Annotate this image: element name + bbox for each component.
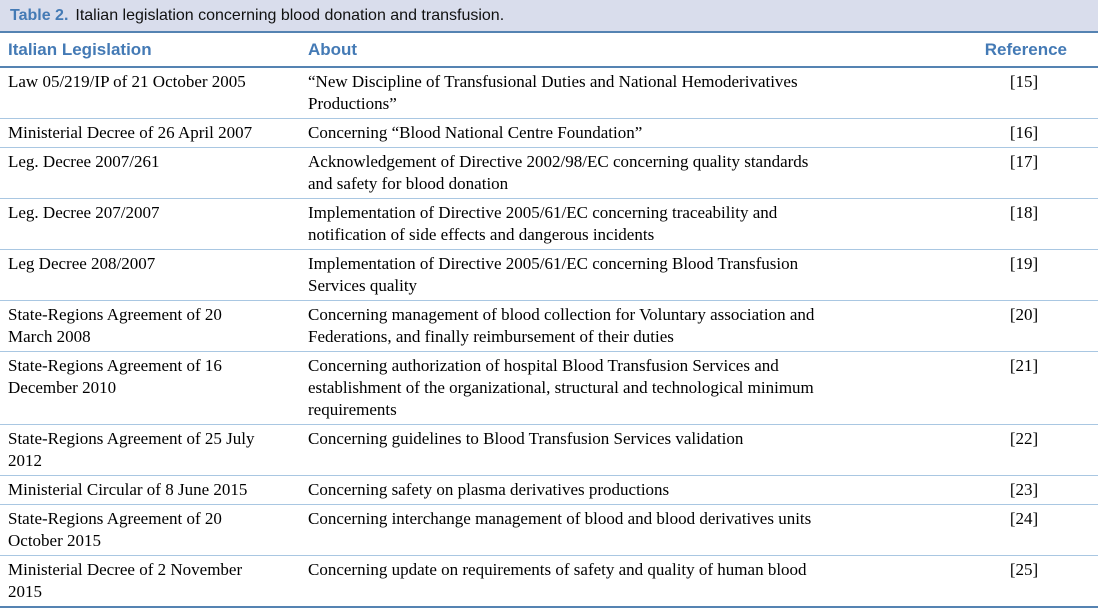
legislation-cell: Leg. Decree 207/2007	[0, 198, 308, 250]
table-caption-text: Italian legislation concerning blood don…	[75, 6, 505, 24]
legislation-cell: State-Regions Agreement of 20 March 2008	[0, 300, 308, 352]
table-number-label: Table 2.	[10, 6, 69, 24]
column-header-legislation: Italian Legislation	[0, 33, 308, 68]
reference-cell: [16]	[950, 118, 1098, 148]
table-row: Law 05/219/IP of 21 October 2005 “New Dis…	[0, 67, 1098, 119]
table-caption-bar: Table 2. Italian legislation concerning …	[0, 0, 1098, 33]
reference-cell: [23]	[950, 475, 1098, 505]
table-row: State-Regions Agreement of 16 December 2…	[0, 351, 1098, 425]
about-cell: Concerning safety on plasma derivatives …	[308, 475, 950, 505]
table-row: Ministerial Decree of 26 April 2007 Conce…	[0, 118, 1098, 148]
table-body: Law 05/219/IP of 21 October 2005 “New Dis…	[0, 67, 1098, 606]
reference-cell: [20]	[950, 300, 1098, 352]
reference-cell: [24]	[950, 504, 1098, 556]
table-row: State-Regions Agreement of 20 October 20…	[0, 504, 1098, 556]
table-row: Leg Decree 208/2007 Implementation of Dir…	[0, 249, 1098, 301]
legislation-cell: Law 05/219/IP of 21 October 2005	[8, 72, 246, 91]
about-cell: Concerning update on requirements of saf…	[308, 555, 950, 606]
about-cell: Concerning “Blood National Centre Founda…	[308, 118, 950, 148]
reference-cell: [25]	[950, 555, 1098, 606]
table-row: State-Regions Agreement of 25 July 2012 C…	[0, 424, 1098, 476]
table-row: Leg. Decree 207/2007 Implementation of Di…	[0, 198, 1098, 250]
table-header-row: Italian Legislation About Reference	[0, 33, 1098, 68]
reference-cell: [18]	[950, 198, 1098, 250]
about-cell: Implementation of Directive 2005/61/EC c…	[308, 249, 950, 301]
table-row: State-Regions Agreement of 20 March 2008…	[0, 300, 1098, 352]
reference-cell: [17]	[950, 147, 1098, 199]
reference-cell: [15]	[1009, 72, 1039, 91]
table-row: Ministerial Circular of 8 June 2015 Conce…	[0, 475, 1098, 505]
table-row: Ministerial Decree of 2 November 2015 Con…	[0, 555, 1098, 606]
reference-cell: [22]	[950, 424, 1098, 476]
legislation-cell: State-Regions Agreement of 25 July 2012	[0, 424, 308, 476]
column-header-reference: Reference	[950, 33, 1098, 68]
legislation-cell: Ministerial Decree of 2 November 2015	[0, 555, 308, 606]
legislation-table: Italian Legislation About Reference Law …	[0, 33, 1098, 606]
reference-cell: [19]	[950, 249, 1098, 301]
legislation-cell: Ministerial Circular of 8 June 2015	[0, 475, 308, 505]
legislation-cell: State-Regions Agreement of 20 October 20…	[0, 504, 308, 556]
table-row: Leg. Decree 2007/261 Acknowledgement of D…	[0, 147, 1098, 199]
legislation-cell: State-Regions Agreement of 16 December 2…	[0, 351, 308, 425]
legislation-cell: Ministerial Decree of 26 April 2007	[0, 118, 308, 148]
about-cell: Concerning management of blood collectio…	[308, 300, 950, 352]
reference-cell: [21]	[950, 351, 1098, 425]
legislation-cell: Leg. Decree 2007/261	[0, 147, 308, 199]
about-cell: Concerning interchange management of blo…	[308, 504, 950, 556]
about-cell: “New Discipline of Transfusional Duties …	[308, 72, 798, 113]
column-header-about: About	[308, 33, 950, 68]
legislation-cell: Leg Decree 208/2007	[0, 249, 308, 301]
table-bottom-rule	[0, 606, 1098, 608]
about-cell: Concerning guidelines to Blood Transfusi…	[308, 424, 950, 476]
about-cell: Acknowledgement of Directive 2002/98/EC …	[308, 147, 950, 199]
about-cell: Concerning authorization of hospital Blo…	[308, 351, 950, 425]
about-cell: Implementation of Directive 2005/61/EC c…	[308, 198, 950, 250]
